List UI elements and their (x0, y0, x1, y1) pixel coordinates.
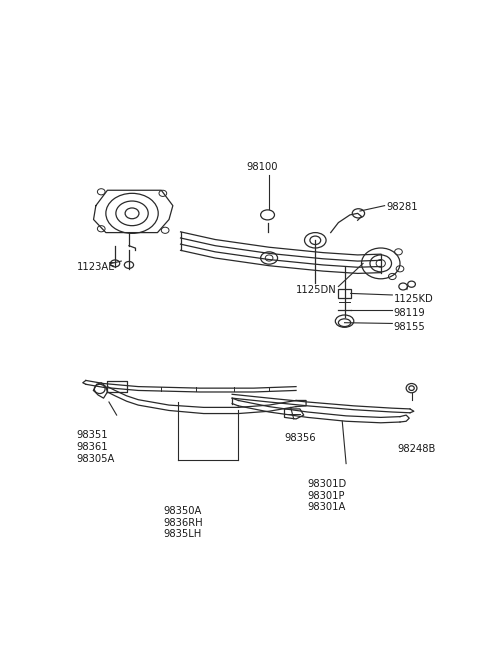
Text: 98100: 98100 (246, 162, 277, 172)
Text: 1125DN: 1125DN (296, 286, 337, 295)
Text: 98350A
9836RH
9835LH: 98350A 9836RH 9835LH (164, 506, 203, 539)
Text: 98281: 98281 (386, 202, 418, 212)
Text: 1123AE: 1123AE (77, 262, 115, 272)
Text: 98155: 98155 (394, 322, 426, 332)
Text: 98356: 98356 (285, 433, 316, 443)
Text: 98119: 98119 (394, 309, 426, 318)
Text: 1125KD: 1125KD (394, 294, 433, 304)
Text: 98248B: 98248B (398, 444, 436, 455)
Text: 98301D
98301P
98301A: 98301D 98301P 98301A (308, 479, 347, 512)
Bar (338, 289, 351, 298)
Text: 98351
98361
98305A: 98351 98361 98305A (77, 430, 115, 464)
